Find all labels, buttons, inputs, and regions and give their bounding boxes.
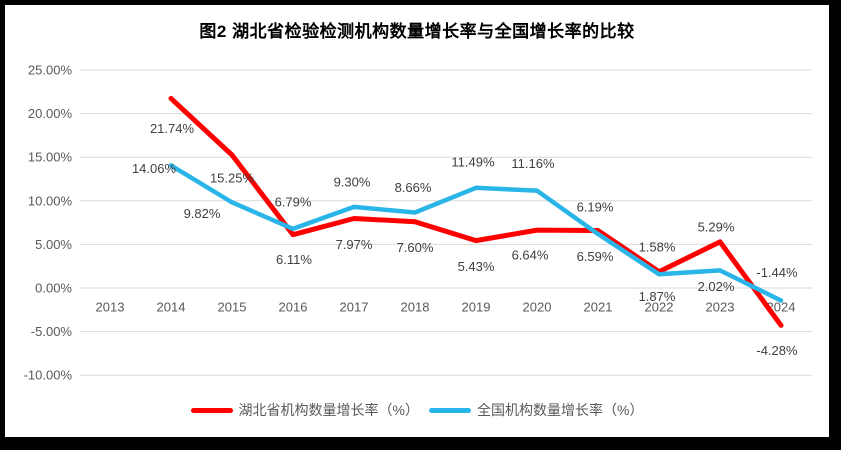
y-axis-tick-label: 25.00% bbox=[28, 63, 73, 78]
x-axis-year-label: 2020 bbox=[523, 300, 552, 315]
hubei-growth-line bbox=[168, 95, 784, 328]
data-label: 21.74% bbox=[150, 121, 195, 136]
x-axis-year-label: 2016 bbox=[279, 300, 308, 315]
legend: 湖北省机构数量增长率（%） 全国机构数量增长率（%） bbox=[5, 400, 829, 420]
data-label: 1.87% bbox=[639, 289, 676, 304]
legend-item-national: 全国机构数量增长率（%） bbox=[429, 400, 643, 420]
data-label: 1.58% bbox=[639, 240, 676, 255]
x-axis-year-label: 2021 bbox=[584, 300, 613, 315]
data-label: 14.06% bbox=[132, 161, 177, 176]
x-axis-year-label: 2018 bbox=[401, 300, 430, 315]
hubei-line-swatch bbox=[190, 407, 233, 413]
data-label: 7.60% bbox=[397, 240, 434, 255]
x-axis-year-label: 2013 bbox=[96, 300, 125, 315]
y-axis-tick-label: 0.00% bbox=[35, 281, 72, 296]
national-line-swatch bbox=[429, 407, 471, 413]
data-label: 7.97% bbox=[336, 237, 373, 252]
data-label: 5.29% bbox=[698, 219, 735, 234]
data-label: 6.64% bbox=[512, 248, 549, 263]
data-label: -1.44% bbox=[756, 265, 798, 280]
plot-area: 25.00% 20.00% 15.00% 10.00% 5.00% 0.00% -5.00%… bbox=[24, 63, 812, 383]
y-axis-tick-label: 10.00% bbox=[28, 193, 73, 208]
data-label: 11.16% bbox=[511, 156, 555, 171]
national-growth-line bbox=[168, 163, 784, 303]
data-label: 8.66% bbox=[395, 180, 432, 195]
y-axis-tick-label: -5.00% bbox=[31, 324, 73, 339]
data-label: 6.19% bbox=[577, 200, 614, 215]
data-label: 6.11% bbox=[276, 252, 312, 267]
data-label: 6.59% bbox=[577, 249, 614, 264]
data-label: 5.43% bbox=[458, 259, 495, 274]
x-axis-year-label: 2017 bbox=[340, 300, 369, 315]
chart-canvas: 图2 湖北省检验检测机构数量增长率与全国增长率的比较 25.00% 20.00% 1… bbox=[5, 5, 829, 437]
data-label: 11.49% bbox=[451, 154, 495, 169]
x-axis-year-label: 2024 bbox=[767, 300, 796, 315]
x-axis-year-label: 2022 bbox=[645, 300, 674, 315]
legend-label-national: 全国机构数量增长率（%） bbox=[477, 402, 644, 418]
data-label: -4.28% bbox=[756, 343, 798, 358]
data-label: 9.82% bbox=[184, 206, 221, 221]
x-axis-year-label: 2023 bbox=[706, 300, 735, 315]
y-axis-tick-label: 5.00% bbox=[35, 237, 72, 252]
data-label: 9.30% bbox=[334, 174, 371, 189]
x-axis-year-label: 2015 bbox=[218, 300, 247, 315]
data-label: 6.79% bbox=[275, 194, 312, 209]
legend-item-hubei: 湖北省机构数量增长率（%） bbox=[190, 400, 419, 420]
legend-label-hubei: 湖北省机构数量增长率（%） bbox=[238, 402, 419, 418]
data-label: 2.02% bbox=[698, 279, 735, 294]
y-axis-tick-label: 15.00% bbox=[28, 150, 73, 165]
y-axis-tick-label: -10.00% bbox=[24, 368, 73, 383]
x-axis-year-label: 2014 bbox=[157, 300, 186, 315]
chart-title: 图2 湖北省检验检测机构数量增长率与全国增长率的比较 bbox=[199, 22, 635, 41]
y-axis-tick-label: 20.00% bbox=[28, 106, 73, 121]
data-label: 15.25% bbox=[210, 171, 255, 186]
x-axis-year-label: 2019 bbox=[462, 300, 491, 315]
